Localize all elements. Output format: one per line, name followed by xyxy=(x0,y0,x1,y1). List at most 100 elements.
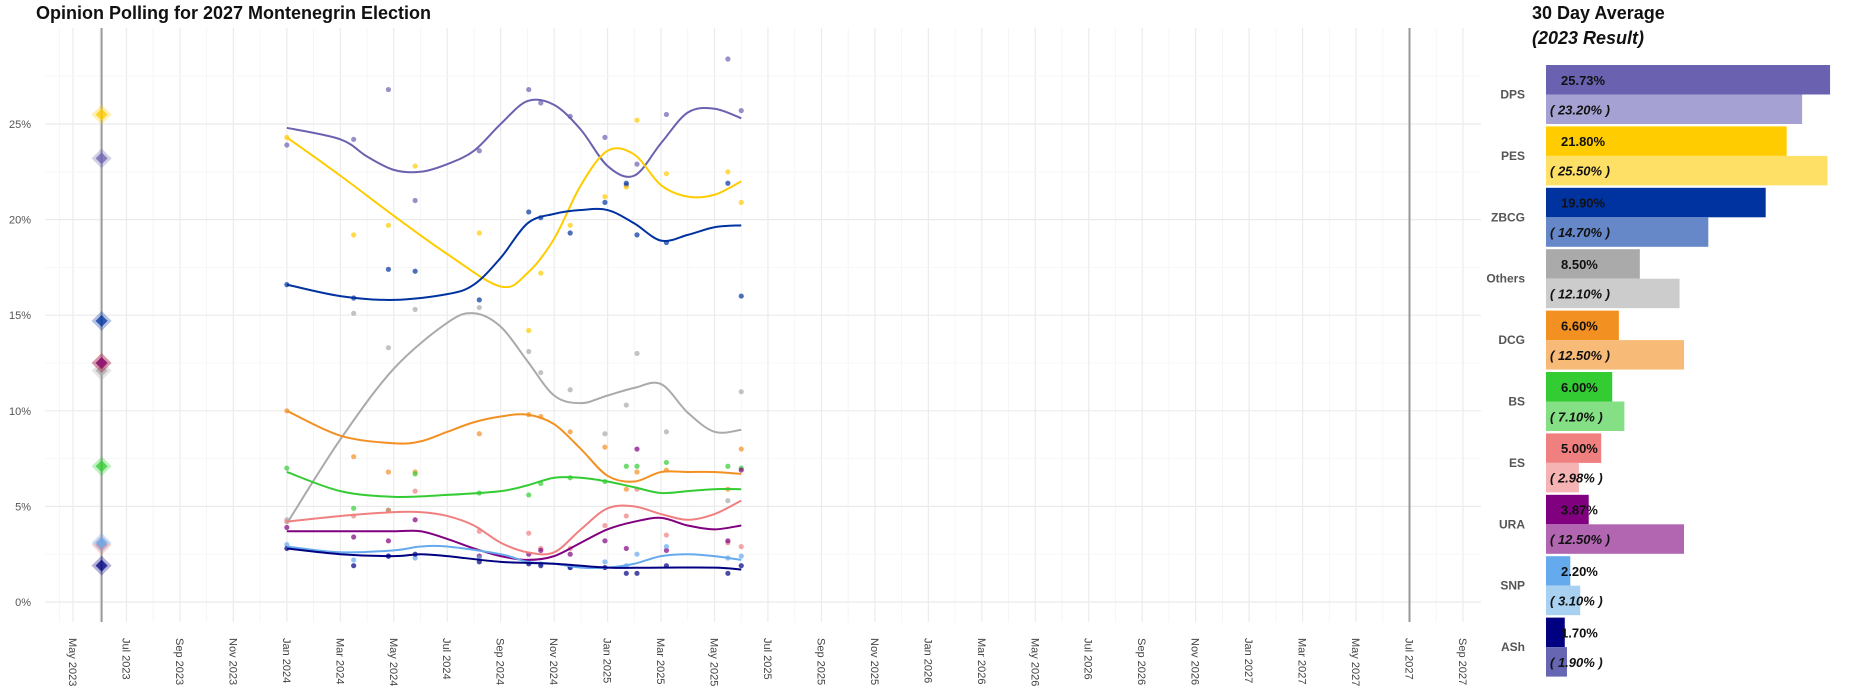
poll-point-ura xyxy=(623,545,629,552)
x-tick-label: Sep 2023 xyxy=(173,638,185,685)
bar-average-bs xyxy=(1546,372,1613,402)
poll-point-bs xyxy=(284,465,290,471)
poll-point-bs xyxy=(725,463,731,469)
poll-point-others xyxy=(538,369,544,376)
poll-point-dps xyxy=(634,161,640,167)
poll-point-dps xyxy=(284,142,290,148)
poll-point-ura xyxy=(351,534,357,540)
poll-point-pes xyxy=(412,163,418,169)
poll-point-bs xyxy=(412,471,418,477)
result-diamond-snp xyxy=(95,536,108,549)
poll-point-snp xyxy=(738,553,744,559)
poll-point-dps xyxy=(738,108,744,114)
bar-category-label: DPS xyxy=(1500,88,1525,102)
result-diamond-zbcg xyxy=(95,314,108,327)
y-tick-label: 5% xyxy=(15,501,31,513)
poll-point-dps xyxy=(351,136,357,142)
chart-title: Opinion Polling for 2027 Montenegrin Ele… xyxy=(36,3,432,23)
poll-point-pes xyxy=(351,232,357,238)
poll-point-others xyxy=(567,387,573,393)
x-tick-label: Sep 2027 xyxy=(1456,638,1468,685)
bar-average-ura xyxy=(1546,494,1589,525)
y-tick-label: 0% xyxy=(15,597,31,609)
poll-point-pes xyxy=(385,222,392,228)
poll-point-snp xyxy=(412,555,418,561)
bar-result-bs xyxy=(1546,401,1625,431)
poll-point-dcg xyxy=(351,454,357,460)
poll-point-pes xyxy=(602,194,608,200)
x-tick-label: May 2024 xyxy=(387,638,399,686)
poll-point-ash xyxy=(634,570,640,576)
poll-point-dps xyxy=(476,148,482,154)
bar-category-label: ASh xyxy=(1501,640,1525,654)
bar-result-ash xyxy=(1546,647,1567,677)
bar-average-label: 19.90% xyxy=(1561,196,1606,211)
result-diamond-others xyxy=(95,364,108,377)
poll-point-ura xyxy=(567,551,573,557)
poll-point-dcg xyxy=(385,469,392,475)
bar-result-label: ( 12.50% ) xyxy=(1550,532,1610,547)
poll-point-dcg xyxy=(567,429,573,435)
x-tick-label: Jul 2026 xyxy=(1082,638,1094,680)
bar-category-label: SNP xyxy=(1500,579,1525,593)
poll-point-pes xyxy=(663,171,670,177)
bar-average-label: 21.80% xyxy=(1561,134,1606,149)
result-diamond-ash xyxy=(95,559,108,572)
poll-point-ura xyxy=(538,547,544,553)
poll-point-ura xyxy=(663,547,670,553)
bar-category-label: URA xyxy=(1499,517,1525,531)
poll-point-ash xyxy=(623,570,629,576)
result-diamond-ura xyxy=(95,357,108,369)
x-tick-label: Nov 2025 xyxy=(868,638,880,685)
poll-point-snp xyxy=(351,557,357,563)
x-tick-label: May 2023 xyxy=(66,638,78,686)
bar-result-label: ( 7.10% ) xyxy=(1550,409,1603,424)
x-tick-label: Jan 2025 xyxy=(601,638,613,683)
bar-average-label: 6.60% xyxy=(1561,318,1598,333)
x-tick-label: Jul 2025 xyxy=(761,638,773,680)
poll-point-dcg xyxy=(476,431,482,437)
bar-result-label: ( 25.50% ) xyxy=(1550,164,1610,179)
poll-point-pes xyxy=(725,169,731,175)
trend-line-dcg xyxy=(286,409,742,483)
bar-average-ash xyxy=(1546,617,1565,648)
x-tick-label: Mar 2026 xyxy=(975,638,987,684)
y-tick-label: 25% xyxy=(9,119,31,131)
poll-point-others xyxy=(634,350,640,357)
poll-point-zbcg xyxy=(567,230,573,236)
x-tick-label: Nov 2023 xyxy=(226,638,238,685)
poll-point-pes xyxy=(538,270,544,276)
y-tick-label: 15% xyxy=(9,310,31,322)
poll-point-others xyxy=(738,389,744,395)
x-tick-label: Jan 2026 xyxy=(921,638,933,683)
bar-result-others xyxy=(1546,278,1680,309)
x-tick-label: Nov 2024 xyxy=(547,638,559,685)
poll-point-dcg xyxy=(623,486,629,492)
poll-point-others xyxy=(526,348,532,355)
x-tick-label: Sep 2024 xyxy=(494,638,506,685)
result-diamond-pes xyxy=(95,108,108,121)
bar-chart-title: 30 Day Average xyxy=(1532,3,1665,23)
bar-average-label: 1.70% xyxy=(1561,625,1598,640)
trend-line-others xyxy=(285,312,742,525)
poll-point-es xyxy=(738,543,744,550)
poll-point-pes xyxy=(738,199,744,205)
x-tick-label: Jan 2027 xyxy=(1242,638,1254,683)
poll-point-ura xyxy=(634,446,640,452)
poll-point-dps xyxy=(385,86,392,93)
poll-point-zbcg xyxy=(602,199,608,205)
bar-result-es xyxy=(1546,462,1579,493)
poll-point-pes xyxy=(526,327,532,334)
poll-point-ash xyxy=(725,570,731,576)
poll-point-zbcg xyxy=(476,297,482,303)
poll-point-others xyxy=(351,310,357,316)
trend-line-es xyxy=(286,499,742,556)
poll-point-dps xyxy=(663,111,670,118)
x-tick-label: Jan 2024 xyxy=(280,638,292,683)
bar-average-pes xyxy=(1546,126,1787,156)
poll-point-others xyxy=(725,498,731,504)
poll-point-bs xyxy=(623,463,629,469)
poll-point-dps xyxy=(602,134,608,140)
bar-result-ura xyxy=(1546,524,1684,554)
trend-line-bs xyxy=(286,471,742,498)
